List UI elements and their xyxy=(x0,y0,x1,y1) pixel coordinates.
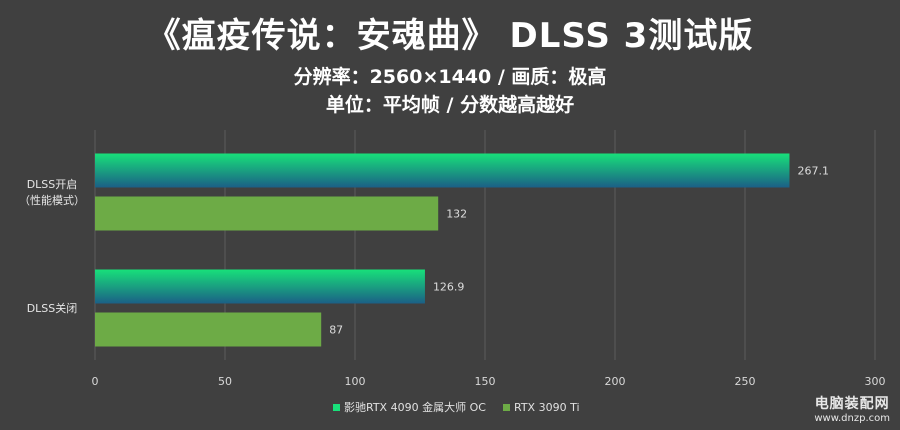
bar-rtx3090ti-cat0 xyxy=(95,196,439,231)
x-tick-label-50: 50 xyxy=(218,375,232,388)
legend-label-rtx3090ti: RTX 3090 Ti xyxy=(514,401,580,414)
bar-rtx4090-cat1 xyxy=(95,269,425,304)
category-labels: DLSS开启 （性能模式） DLSS关闭 xyxy=(19,178,85,315)
data-label-rtx3090ti-cat1: 87 xyxy=(329,324,343,337)
x-tick-label-200: 200 xyxy=(605,375,626,388)
chart-subtitle-unit: 单位：平均帧 / 分数越高越好 xyxy=(325,94,575,116)
legend: 影驰RTX 4090 金属大师 OC RTX 3090 Ti xyxy=(333,400,580,414)
legend-swatch-rtx3090ti xyxy=(503,404,510,411)
legend-swatch-rtx4090 xyxy=(333,404,340,411)
x-tick-label-100: 100 xyxy=(345,375,366,388)
legend-item-rtx3090ti: RTX 3090 Ti xyxy=(503,401,580,414)
category-label-line: DLSS关闭 xyxy=(27,301,78,315)
legend-item-rtx4090: 影驰RTX 4090 金属大师 OC xyxy=(333,400,486,414)
bars xyxy=(95,153,790,347)
x-axis-ticks: 0 50 100 150 200 250 300 xyxy=(92,375,886,388)
category-label-0: DLSS开启 （性能模式） xyxy=(19,178,85,207)
chart-title: 《瘟疫传说：安魂曲》 DLSS 3测试版 xyxy=(146,16,754,56)
legend-label-rtx4090: 影驰RTX 4090 金属大师 OC xyxy=(344,400,486,414)
data-label-rtx4090-cat0: 267.1 xyxy=(797,165,829,178)
x-tick-label-250: 250 xyxy=(735,375,756,388)
watermark-url: www.dnzp.com xyxy=(814,413,890,424)
data-label-rtx4090-cat1: 126.9 xyxy=(433,281,465,294)
x-tick-label-150: 150 xyxy=(475,375,496,388)
watermark-main: 电脑装配网 xyxy=(814,396,890,412)
data-labels: 267.1 132 126.9 87 xyxy=(329,165,829,337)
bar-rtx3090ti-cat1 xyxy=(95,312,322,347)
chart-subtitle-resolution: 分辨率：2560×1440 / 画质：极高 xyxy=(293,66,607,88)
bar-rtx4090-cat0 xyxy=(95,153,790,188)
x-tick-label-0: 0 xyxy=(92,375,99,388)
category-label-line: DLSS开启 xyxy=(27,178,78,191)
category-label-line: （性能模式） xyxy=(19,193,85,207)
watermark-logo: 电脑装配网 www.dnzp.com xyxy=(814,393,890,424)
category-label-1: DLSS关闭 xyxy=(27,301,78,315)
data-label-rtx3090ti-cat0: 132 xyxy=(446,208,467,221)
x-tick-label-300: 300 xyxy=(865,375,886,388)
